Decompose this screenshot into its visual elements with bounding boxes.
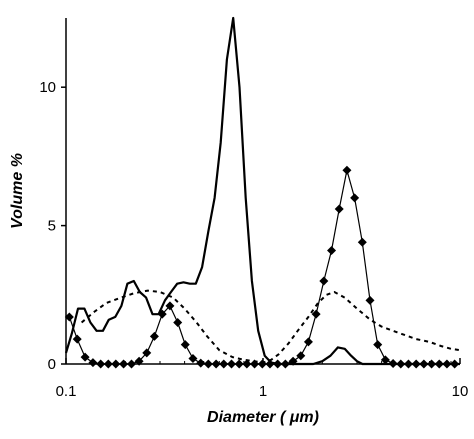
y-tick-label: 10 [39,79,56,96]
x-tick-label: 10 [452,383,469,400]
diamond-marker [180,340,190,350]
diamond-marker [342,165,352,175]
diamond-marker [380,355,390,365]
diamond-marker [311,309,321,319]
diamond-marker [196,358,206,368]
diamond-marker [327,246,337,256]
diamond-marker [88,358,98,368]
x-tick-label: 0.1 [56,383,77,400]
diamond-marker [334,204,344,214]
ticks-layer: 0.1 1 10 0 5 10 [39,79,468,400]
diamond-marker [357,237,367,247]
diamond-marker [165,301,175,311]
x-tick-label: 1 [259,383,267,400]
diamond-marker [72,334,82,344]
diamond-marker [373,340,383,350]
diamond-marker [142,348,152,358]
diamond-marker [350,193,360,203]
y-tick-label: 0 [48,356,56,373]
series-line-solid [64,16,460,366]
diamond-marker [173,317,183,327]
x-axis-title: Diameter ( μm) [207,409,319,426]
diamond-marker [296,351,306,361]
diamond-marker [303,337,313,347]
diamond-marker [149,331,159,341]
y-tick-label: 5 [48,218,56,235]
diamond-marker [64,312,74,322]
diamond-marker [80,352,90,362]
series-line-dashed [80,289,461,364]
diamond-marker [157,309,167,319]
y-axis-title: Volume % [9,153,26,229]
diamond-marker [365,295,375,305]
diamond-marker [319,276,329,286]
diamond-marker [188,353,198,363]
